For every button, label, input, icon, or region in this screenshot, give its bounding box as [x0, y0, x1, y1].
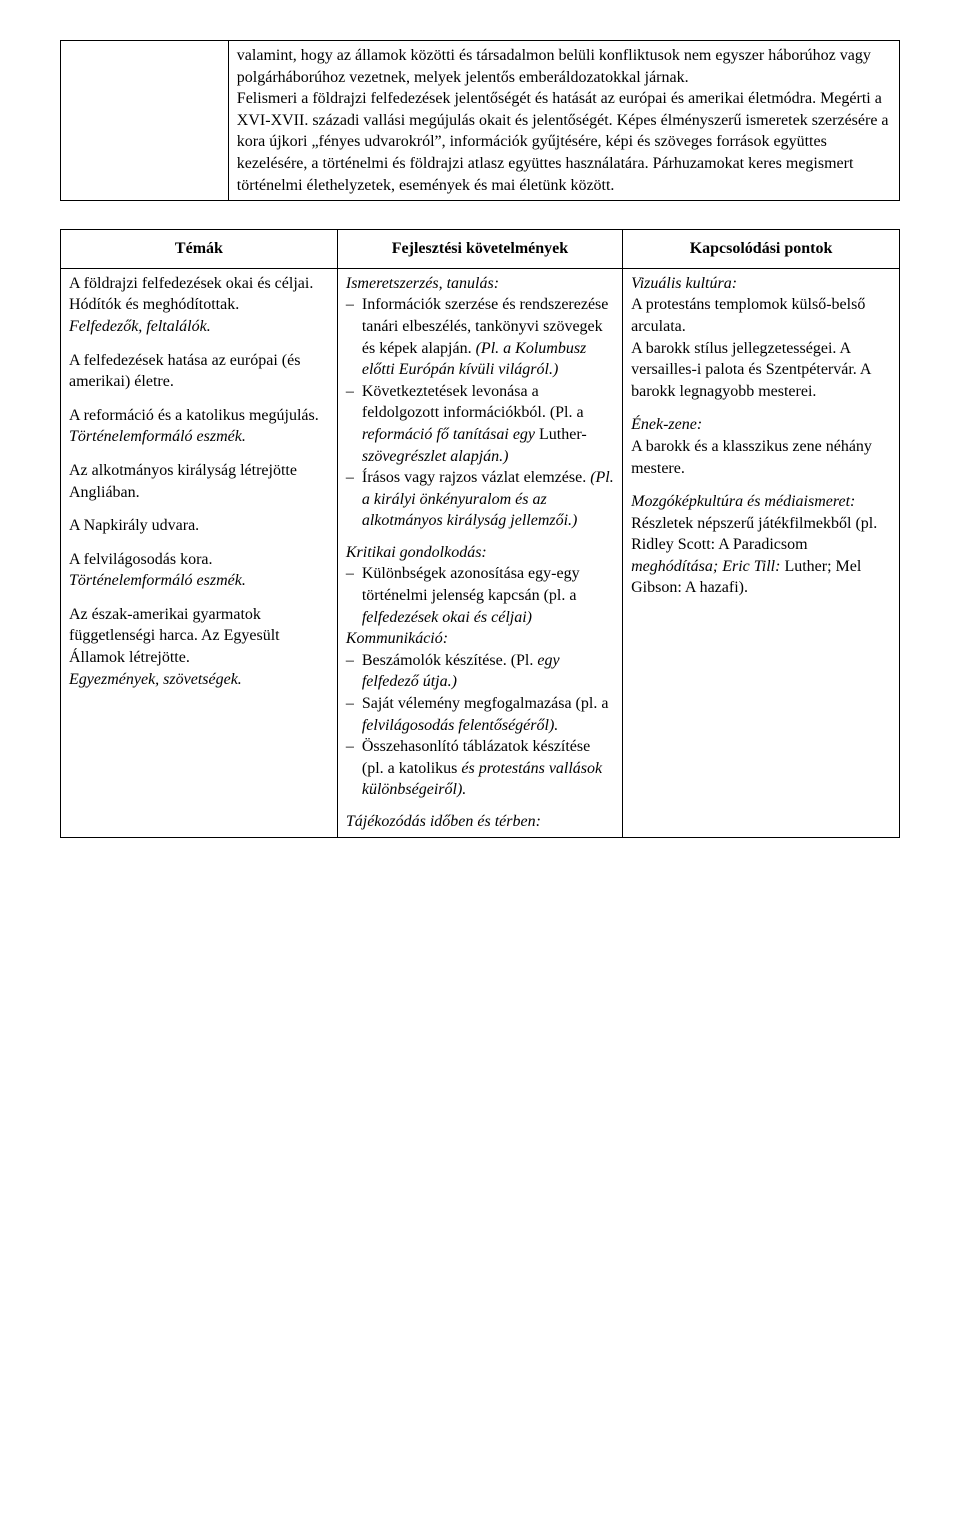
intro-left-cell: [61, 41, 229, 201]
kapcs-p1: Vizuális kultúra: A protestáns templomok…: [631, 273, 891, 403]
kapcs-p3: Mozgóképkultúra és médiaismeret: Részlet…: [631, 491, 891, 599]
kapcs-p3-text-b: meghódítása; Eric Till:: [631, 558, 784, 575]
kapcs-cell: Vizuális kultúra: A protestáns templomok…: [623, 268, 900, 837]
ismeret-item: Írásos vagy rajzos vázlat elemzése. (Pl.…: [346, 467, 614, 532]
tajek-label: Tájékozódás időben és térben:: [346, 811, 614, 833]
temak-p5: A Napkirály udvara.: [69, 515, 329, 537]
header-fejl: Fejlesztési követelmények: [337, 230, 622, 269]
main-table: Témák Fejlesztési követelmények Kapcsoló…: [60, 229, 900, 837]
ismeret-label: Ismeretszerzés, tanulás:: [346, 273, 614, 295]
temak-p3: A reformáció és a katolikus megújulás. T…: [69, 405, 329, 448]
komm-item: Saját vélemény megfogalmazása (pl. a fel…: [346, 693, 614, 736]
intro-table: valamint, hogy az államok közötti és tár…: [60, 40, 900, 201]
komm-list: Beszámolók készítése. (Pl. egy felfedező…: [346, 650, 614, 801]
intro-text: valamint, hogy az államok közötti és tár…: [237, 47, 889, 194]
temak-p1a: A földrajzi felfedezések okai és céljai.…: [69, 275, 313, 314]
temak-p6: A felvilágosodás kora. Történelemformáló…: [69, 549, 329, 592]
header-row: Témák Fejlesztési követelmények Kapcsoló…: [61, 230, 900, 269]
temak-p3a: A reformáció és a katolikus megújulás.: [69, 407, 319, 424]
ismeret-item-italic: reformáció fő tanításai egy: [362, 426, 539, 443]
fejl-cell: Ismeretszerzés, tanulás: Információk sze…: [337, 268, 622, 837]
kritikai-label: Kritikai gondolkodás:: [346, 542, 614, 564]
kapcs-p1-text: A protestáns templomok külső-belső arcul…: [631, 296, 870, 399]
kapcs-p1-label: Vizuális kultúra:: [631, 275, 737, 292]
kapcs-p2-text: A barokk és a klasszikus zene néhány mes…: [631, 438, 872, 477]
header-kapcs: Kapcsolódási pontok: [623, 230, 900, 269]
ismeret-item-main: Írásos vagy rajzos vázlat elemzése.: [362, 469, 590, 486]
intro-row: valamint, hogy az államok közötti és tár…: [61, 41, 900, 201]
ismeret-item: Következtetések levonása a feldolgozott …: [346, 381, 614, 467]
temak-p7a: Az észak-amerikai gyarmatok függetlenség…: [69, 606, 280, 666]
komm-item: Összehasonlító táblázatok készítése (pl.…: [346, 736, 614, 801]
content-row: A földrajzi felfedezések okai és céljai.…: [61, 268, 900, 837]
temak-p4: Az alkotmányos királyság létrejötte Angl…: [69, 460, 329, 503]
komm-item: Beszámolók készítése. (Pl. egy felfedező…: [346, 650, 614, 693]
temak-p7b: Egyezmények, szövetségek.: [69, 671, 242, 688]
temak-p3b: Történelemformáló eszmék.: [69, 428, 246, 445]
ismeret-item-main2: Luther-: [539, 426, 587, 443]
kapcs-p3-text-a: Részletek népszerű játékfilmekből (pl. R…: [631, 515, 877, 554]
kritikai-item-italic: felfedezések okai és céljai): [362, 609, 532, 626]
komm-item-main: Beszámolók készítése. (Pl.: [362, 652, 538, 669]
ismeret-list: Információk szerzése és rendszerezése ta…: [346, 294, 614, 532]
komm-label: Kommunikáció:: [346, 628, 614, 650]
temak-p6b: Történelemformáló eszmék.: [69, 572, 246, 589]
temak-cell: A földrajzi felfedezések okai és céljai.…: [61, 268, 338, 837]
header-temak: Témák: [61, 230, 338, 269]
kapcs-p2: Ének-zene: A barokk és a klasszikus zene…: [631, 414, 891, 479]
ismeret-item-italic2: szövegrészlet alapján.): [362, 448, 509, 465]
komm-item-italic: felvilágosodás felentőségéről).: [362, 717, 558, 734]
kritikai-item-main: Különbségek azonosítása egy-egy történel…: [362, 565, 580, 604]
temak-p6a: A felvilágosodás kora.: [69, 551, 213, 568]
ismeret-item-main: Következtetések levonása a feldolgozott …: [362, 383, 584, 422]
intro-right-cell: valamint, hogy az államok közötti és tár…: [228, 41, 899, 201]
kapcs-p2-label: Ének-zene:: [631, 416, 702, 433]
kritikai-item: Különbségek azonosítása egy-egy történel…: [346, 563, 614, 628]
komm-item-main: Saját vélemény megfogalmazása (pl. a: [362, 695, 609, 712]
kritikai-list: Különbségek azonosítása egy-egy történel…: [346, 563, 614, 628]
temak-p1b: Felfedezők, feltalálók.: [69, 318, 211, 335]
temak-p2: A felfedezések hatása az európai (és ame…: [69, 350, 329, 393]
kapcs-p3-label: Mozgóképkultúra és médiaismeret:: [631, 493, 855, 510]
temak-p1: A földrajzi felfedezések okai és céljai.…: [69, 273, 329, 338]
ismeret-item: Információk szerzése és rendszerezése ta…: [346, 294, 614, 380]
temak-p7: Az észak-amerikai gyarmatok függetlenség…: [69, 604, 329, 690]
